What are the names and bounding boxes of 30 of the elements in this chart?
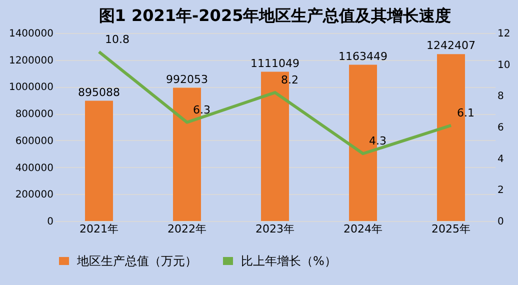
x-tick-label: 2025年 <box>432 222 470 236</box>
legend-label: 地区生产总值（万元） <box>76 254 197 268</box>
y2-tick-label: 4 <box>498 154 504 165</box>
x-tick-label: 2021年 <box>80 222 118 236</box>
data-label: 10.8 <box>105 32 130 46</box>
y2-tick-label: 12 <box>498 28 510 40</box>
y-tick-label: 1000000 <box>8 82 54 94</box>
data-label: 1163449 <box>338 50 388 63</box>
chart-title: 图1 2021年-2025年地区生产总值及其增长速度 <box>98 6 452 25</box>
data-label: 992053 <box>166 72 208 86</box>
y2-tick-label: 6 <box>498 122 504 134</box>
y-tick-label: 0 <box>47 216 54 228</box>
legend-label: 比上年增长（%） <box>241 254 336 268</box>
y-tick-label: 600000 <box>15 136 54 147</box>
y-tick-label: 200000 <box>15 190 54 201</box>
data-label: 1111049 <box>250 56 300 70</box>
y2-tick-label: 8 <box>498 91 504 102</box>
y-tick-label: 1400000 <box>8 28 54 40</box>
y2-tick-label: 2 <box>498 185 504 196</box>
x-tick-label: 2024年 <box>344 222 382 236</box>
data-label: 1242407 <box>426 39 476 52</box>
data-label: 895088 <box>78 86 120 99</box>
bar <box>85 100 113 221</box>
y-tick-label: 400000 <box>15 162 54 174</box>
y2-tick-label: 0 <box>498 216 504 228</box>
y-tick-label: 1200000 <box>8 55 54 66</box>
y-tick-label: 800000 <box>15 109 54 120</box>
x-tick-label: 2023年 <box>256 222 294 236</box>
x-tick-label: 2022年 <box>168 222 206 236</box>
y2-tick-label: 10 <box>498 60 510 71</box>
